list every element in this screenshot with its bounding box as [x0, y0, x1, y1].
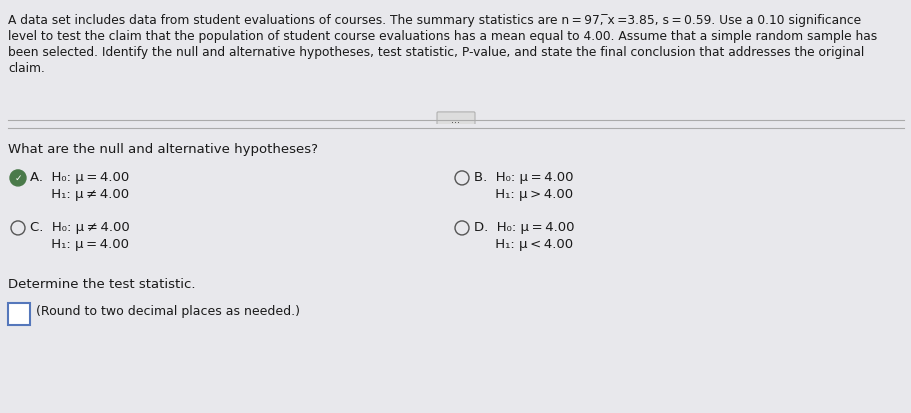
FancyBboxPatch shape — [8, 303, 30, 325]
Text: A.  H₀: μ = 4.00: A. H₀: μ = 4.00 — [30, 171, 129, 184]
Text: B.  H₀: μ = 4.00: B. H₀: μ = 4.00 — [474, 171, 573, 184]
Text: H₁: μ = 4.00: H₁: μ = 4.00 — [30, 238, 128, 251]
Text: (Round to two decimal places as needed.): (Round to two decimal places as needed.) — [36, 305, 300, 318]
Text: been selected. Identify the null and alternative hypotheses, test statistic, P-v: been selected. Identify the null and alt… — [8, 46, 864, 59]
Text: Determine the test statistic.: Determine the test statistic. — [8, 278, 195, 291]
Text: ...: ... — [451, 115, 460, 125]
Text: C.  H₀: μ ≠ 4.00: C. H₀: μ ≠ 4.00 — [30, 221, 129, 234]
Text: H₁: μ < 4.00: H₁: μ < 4.00 — [474, 238, 572, 251]
Text: H₁: μ ≠ 4.00: H₁: μ ≠ 4.00 — [30, 188, 129, 201]
Text: What are the null and alternative hypotheses?: What are the null and alternative hypoth… — [8, 143, 318, 156]
Text: H₁: μ > 4.00: H₁: μ > 4.00 — [474, 188, 572, 201]
Text: ✓: ✓ — [15, 173, 22, 183]
Circle shape — [10, 170, 26, 186]
FancyBboxPatch shape — [436, 112, 475, 127]
Text: A data set includes data from student evaluations of courses. The summary statis: A data set includes data from student ev… — [8, 14, 860, 27]
Text: level to test the claim that the population of student course evaluations has a : level to test the claim that the populat… — [8, 30, 876, 43]
Text: D.  H₀: μ = 4.00: D. H₀: μ = 4.00 — [474, 221, 574, 234]
Text: claim.: claim. — [8, 62, 45, 75]
